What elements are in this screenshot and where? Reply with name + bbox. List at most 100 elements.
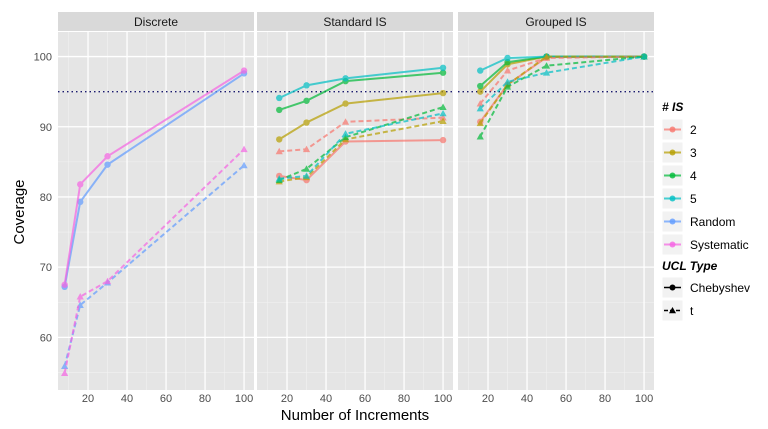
x-tick-label: 80 <box>199 393 211 405</box>
series-5-t <box>476 52 648 112</box>
legend-label: Chebyshev <box>690 281 750 295</box>
x-tick-label: 100 <box>434 393 452 405</box>
x-tick-label: 60 <box>160 393 172 405</box>
data-point-triangle <box>542 69 551 76</box>
series-5-chebyshev <box>276 64 447 102</box>
series-3-chebyshev <box>276 89 447 143</box>
series-line <box>278 106 444 182</box>
x-tick-label: 60 <box>359 393 371 405</box>
series-line <box>63 164 245 367</box>
legend-point-circle <box>669 284 676 291</box>
series-line <box>279 139 444 182</box>
data-point-triangle <box>341 133 350 141</box>
legend: # IS 2 3 4 5 Random Systematic UCL Type Chebyshe… <box>661 100 750 322</box>
color-legend-title: # IS <box>662 100 683 114</box>
panel-standard-is: Standard IS 20 40 60 80 100 <box>257 12 453 405</box>
series-line <box>479 55 645 124</box>
x-tick-label: 80 <box>398 393 410 405</box>
data-point-triangle <box>439 109 447 117</box>
x-tick-label: 100 <box>635 393 653 405</box>
facet-strip <box>257 12 453 31</box>
legend-point <box>669 195 676 202</box>
legend-label: Random <box>690 215 735 229</box>
facet-title: Standard IS <box>323 15 386 29</box>
data-point-circle <box>104 161 111 168</box>
data-point-triangle <box>302 165 311 172</box>
data-point-circle <box>303 82 310 89</box>
data-point-circle <box>439 89 447 97</box>
x-axis-title: Number of Increments <box>281 407 429 424</box>
data-point-circle <box>276 136 283 143</box>
data-point-circle <box>276 106 283 114</box>
series-line <box>63 148 245 374</box>
series-line <box>278 71 444 111</box>
data-point-triangle <box>240 145 248 153</box>
facet-title: Discrete <box>134 15 178 29</box>
data-point-circle <box>276 94 283 102</box>
series-line <box>63 69 245 285</box>
y-axis-title: Coverage <box>11 179 28 244</box>
y-tick-label: 80 <box>40 192 52 204</box>
data-point-triangle <box>302 145 311 153</box>
legend-label: Systematic <box>690 238 749 252</box>
legend-item-systematic: Systematic <box>661 233 749 256</box>
legend-item-3: 3 <box>661 141 697 164</box>
legend-point <box>669 149 676 156</box>
series-line <box>279 112 444 180</box>
x-tick-label: 20 <box>482 393 494 405</box>
legend-point <box>669 126 676 133</box>
legend-item-t: t <box>661 299 694 322</box>
legend-item-chebyshev: Chebyshev <box>661 276 750 299</box>
data-point-triangle <box>240 161 248 169</box>
legend-item-2: 2 <box>661 118 697 141</box>
data-point-circle <box>477 88 484 95</box>
panel-grouped-is: Grouped IS 20 40 60 80 100 <box>458 12 654 405</box>
data-point-triangle <box>275 175 283 182</box>
facet-strip <box>458 12 654 31</box>
data-point-circle <box>104 153 111 160</box>
series-line <box>63 72 245 287</box>
series-line <box>479 55 645 138</box>
x-tick-label: 40 <box>121 393 133 405</box>
data-point-triangle <box>439 114 447 121</box>
series-systematic-chebyshev <box>61 67 248 288</box>
data-point-circle <box>439 64 447 72</box>
legend-label: 3 <box>690 146 697 160</box>
legend-label: 5 <box>690 192 697 206</box>
facet-title: Grouped IS <box>525 15 586 29</box>
y-tick-label: 100 <box>34 52 52 64</box>
data-point-triangle <box>439 103 447 110</box>
data-point-triangle <box>439 117 447 125</box>
x-tick-label: 100 <box>235 393 253 405</box>
data-point-triangle <box>640 52 648 60</box>
legend-label: t <box>690 304 694 318</box>
legend-label: 2 <box>690 123 697 137</box>
data-point-triangle <box>302 172 311 179</box>
legend-item-5: 5 <box>661 187 697 210</box>
y-tick-label: 60 <box>40 332 52 344</box>
data-point-circle <box>303 97 310 104</box>
legend-point <box>669 172 676 179</box>
data-point-circle <box>77 181 84 188</box>
facet-strip <box>58 12 254 31</box>
data-point-triangle <box>61 362 69 370</box>
x-tick-label: 20 <box>82 393 94 405</box>
y-tick-label: 90 <box>40 122 52 134</box>
x-tick-label: 20 <box>281 393 293 405</box>
series-line <box>279 116 444 153</box>
legend-item-4: 4 <box>661 164 697 187</box>
x-tick-label: 40 <box>320 393 332 405</box>
series-line <box>278 92 444 141</box>
data-point-circle <box>477 82 484 90</box>
data-point-triangle <box>341 118 350 125</box>
data-point-triangle <box>476 119 484 127</box>
series-line <box>279 120 444 183</box>
data-point-triangle <box>476 100 484 107</box>
series-2-t <box>275 114 447 155</box>
series-line <box>479 55 645 110</box>
data-point-circle <box>240 67 248 74</box>
data-point-triangle <box>503 67 512 74</box>
data-point-circle <box>504 54 511 62</box>
data-point-circle <box>439 69 447 76</box>
